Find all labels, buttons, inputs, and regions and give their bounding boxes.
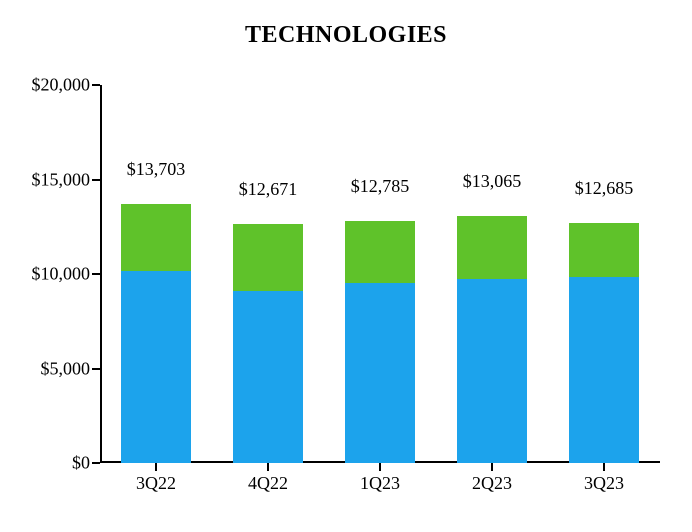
- y-tick-label: $10,000: [32, 264, 91, 285]
- bar-segment-upper: [121, 204, 190, 271]
- bar-segment-upper: [457, 216, 526, 279]
- bar: $13,703: [121, 204, 190, 463]
- bar-total-label: $12,785: [351, 176, 410, 197]
- bar-total-label: $12,671: [239, 179, 298, 200]
- y-axis: [100, 85, 102, 463]
- y-tick: [92, 368, 100, 370]
- x-tick: [491, 463, 493, 471]
- y-tick: [92, 273, 100, 275]
- bar: $12,685: [569, 223, 638, 463]
- bar-segment-lower: [569, 277, 638, 463]
- y-tick-label: $0: [72, 453, 90, 474]
- bar: $13,065: [457, 216, 526, 463]
- y-tick: [92, 179, 100, 181]
- x-tick: [155, 463, 157, 471]
- bar-total-label: $12,685: [575, 178, 634, 199]
- bar-segment-upper: [345, 221, 414, 283]
- x-tick: [267, 463, 269, 471]
- x-tick-label: 4Q22: [248, 473, 288, 494]
- bar-total-label: $13,703: [127, 159, 186, 180]
- technologies-chart: TECHNOLOGIES $0$5,000$10,000$15,000$20,0…: [0, 0, 692, 532]
- bar-segment-lower: [121, 271, 190, 463]
- bar-segment-lower: [457, 279, 526, 463]
- x-tick-label: 3Q23: [584, 473, 624, 494]
- plot-area: $0$5,000$10,000$15,000$20,0003Q22$13,703…: [100, 85, 660, 463]
- y-tick-label: $20,000: [32, 75, 91, 96]
- bar: $12,671: [233, 224, 302, 463]
- bar-segment-lower: [233, 291, 302, 463]
- x-tick-label: 2Q23: [472, 473, 512, 494]
- bar-segment-lower: [345, 283, 414, 463]
- bar-total-label: $13,065: [463, 171, 522, 192]
- y-tick: [92, 462, 100, 464]
- chart-title: TECHNOLOGIES: [0, 22, 692, 49]
- x-tick-label: 1Q23: [360, 473, 400, 494]
- y-tick-label: $5,000: [41, 358, 91, 379]
- y-tick: [92, 84, 100, 86]
- bar: $12,785: [345, 221, 414, 463]
- y-tick-label: $15,000: [32, 169, 91, 190]
- bar-segment-upper: [569, 223, 638, 277]
- bar-segment-upper: [233, 224, 302, 291]
- x-tick: [379, 463, 381, 471]
- x-tick: [603, 463, 605, 471]
- x-tick-label: 3Q22: [136, 473, 176, 494]
